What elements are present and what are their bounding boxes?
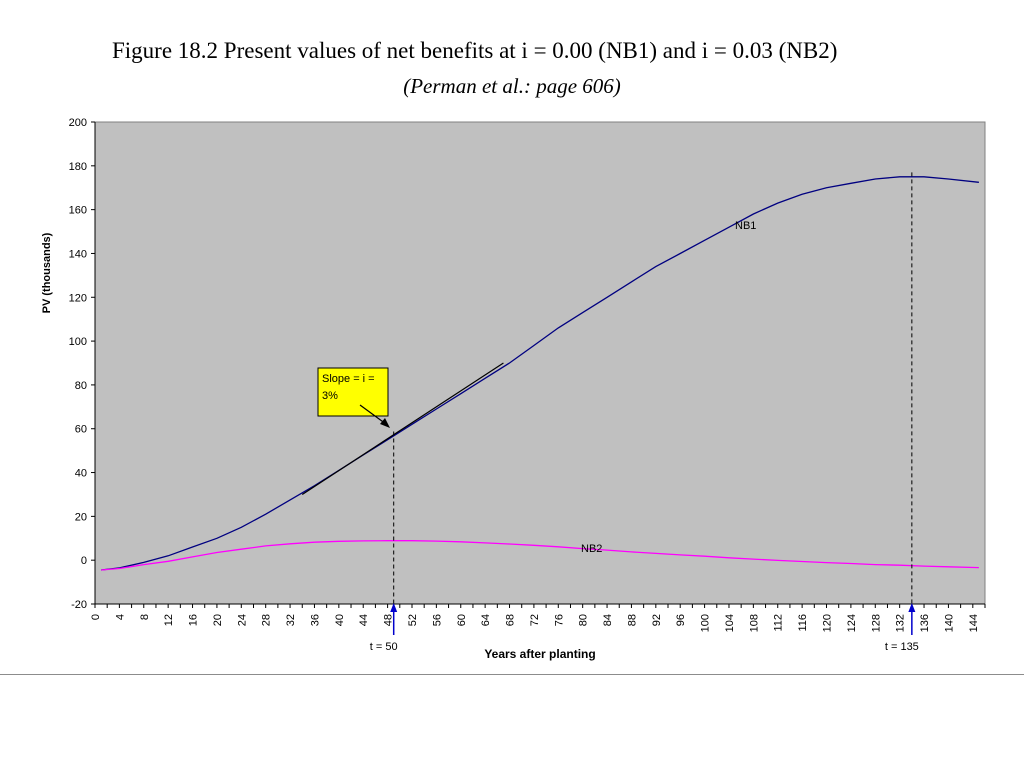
x-axis-title: Years after planting xyxy=(484,647,595,661)
x-tick-label: 128 xyxy=(870,614,882,632)
x-tick-label: 84 xyxy=(602,614,614,626)
y-tick-label: 160 xyxy=(69,205,87,217)
x-tick-label: 36 xyxy=(309,614,321,626)
x-tick-label: 140 xyxy=(943,614,955,632)
x-tick-label: 56 xyxy=(431,614,443,626)
marker-arrow-head xyxy=(908,603,916,612)
x-tick-label: 112 xyxy=(773,614,785,632)
y-tick-label: 40 xyxy=(75,468,87,480)
y-tick-label: 80 xyxy=(75,380,87,392)
x-tick-label: 44 xyxy=(358,614,370,626)
x-tick-label: 28 xyxy=(261,614,273,626)
x-tick-label: 24 xyxy=(236,614,248,626)
marker-arrow-head xyxy=(390,603,398,612)
figure-title: Figure 18.2 Present values of net benefi… xyxy=(112,38,838,63)
y-tick-label: 140 xyxy=(69,248,87,260)
marker-label: t = 135 xyxy=(885,641,919,653)
x-tick-label: 136 xyxy=(919,614,931,632)
y-tick-label: -20 xyxy=(71,599,87,611)
slope-callout-line1: Slope = i = xyxy=(322,373,375,385)
x-tick-label: 8 xyxy=(139,614,151,620)
x-tick-label: 20 xyxy=(212,614,224,626)
x-tick-label: 40 xyxy=(334,614,346,626)
x-tick-label: 100 xyxy=(700,614,712,632)
series-label-nb1: NB1 xyxy=(735,220,756,232)
x-tick-label: 12 xyxy=(163,614,175,626)
x-tick-label: 48 xyxy=(383,614,395,626)
x-tick-label: 92 xyxy=(651,614,663,626)
x-tick-label: 108 xyxy=(748,614,760,632)
x-tick-label: 96 xyxy=(675,614,687,626)
y-tick-label: 200 xyxy=(69,117,87,129)
slope-callout-pointer xyxy=(359,404,387,425)
x-tick-label: 4 xyxy=(114,614,126,620)
x-tick-label: 16 xyxy=(188,614,200,626)
y-tick-label: 0 xyxy=(81,555,87,567)
y-tick-label: 180 xyxy=(69,161,87,173)
y-tick-label: 120 xyxy=(69,292,87,304)
y-tick-label: 20 xyxy=(75,511,87,523)
series-line-nb2 xyxy=(101,540,979,571)
slope-callout-line2: 3% xyxy=(322,390,338,402)
x-tick-label: 132 xyxy=(895,614,907,632)
slope-callout-box xyxy=(317,367,389,417)
series-label-nb2: NB2 xyxy=(581,543,602,555)
x-tick-label: 88 xyxy=(626,614,638,626)
x-tick-label: 52 xyxy=(407,614,419,626)
x-tick-label: 120 xyxy=(822,614,834,632)
x-tick-label: 72 xyxy=(529,614,541,626)
figure-subtitle: (Perman et al.: page 606) xyxy=(403,74,621,98)
x-tick-label: 60 xyxy=(456,614,468,626)
x-tick-label: 76 xyxy=(553,614,565,626)
x-tick-label: 144 xyxy=(968,614,980,632)
y-axis-title: PV (thousands) xyxy=(41,232,53,313)
x-tick-label: 124 xyxy=(846,614,858,632)
x-tick-label: 64 xyxy=(480,614,492,626)
series-line-nb1 xyxy=(101,176,979,571)
slide-divider xyxy=(0,674,1024,675)
slope-callout-pointer-head xyxy=(380,418,390,428)
marker-label: t = 50 xyxy=(370,641,398,653)
x-tick-label: 32 xyxy=(285,614,297,626)
y-tick-label: 60 xyxy=(75,424,87,436)
plot-area xyxy=(94,121,986,605)
x-tick-label: 0 xyxy=(90,614,102,620)
x-tick-label: 80 xyxy=(578,614,590,626)
x-tick-label: 68 xyxy=(505,614,517,626)
x-tick-label: 116 xyxy=(797,614,809,632)
tangent-line xyxy=(301,362,504,495)
y-tick-label: 100 xyxy=(69,336,87,348)
x-tick-label: 104 xyxy=(724,614,736,632)
